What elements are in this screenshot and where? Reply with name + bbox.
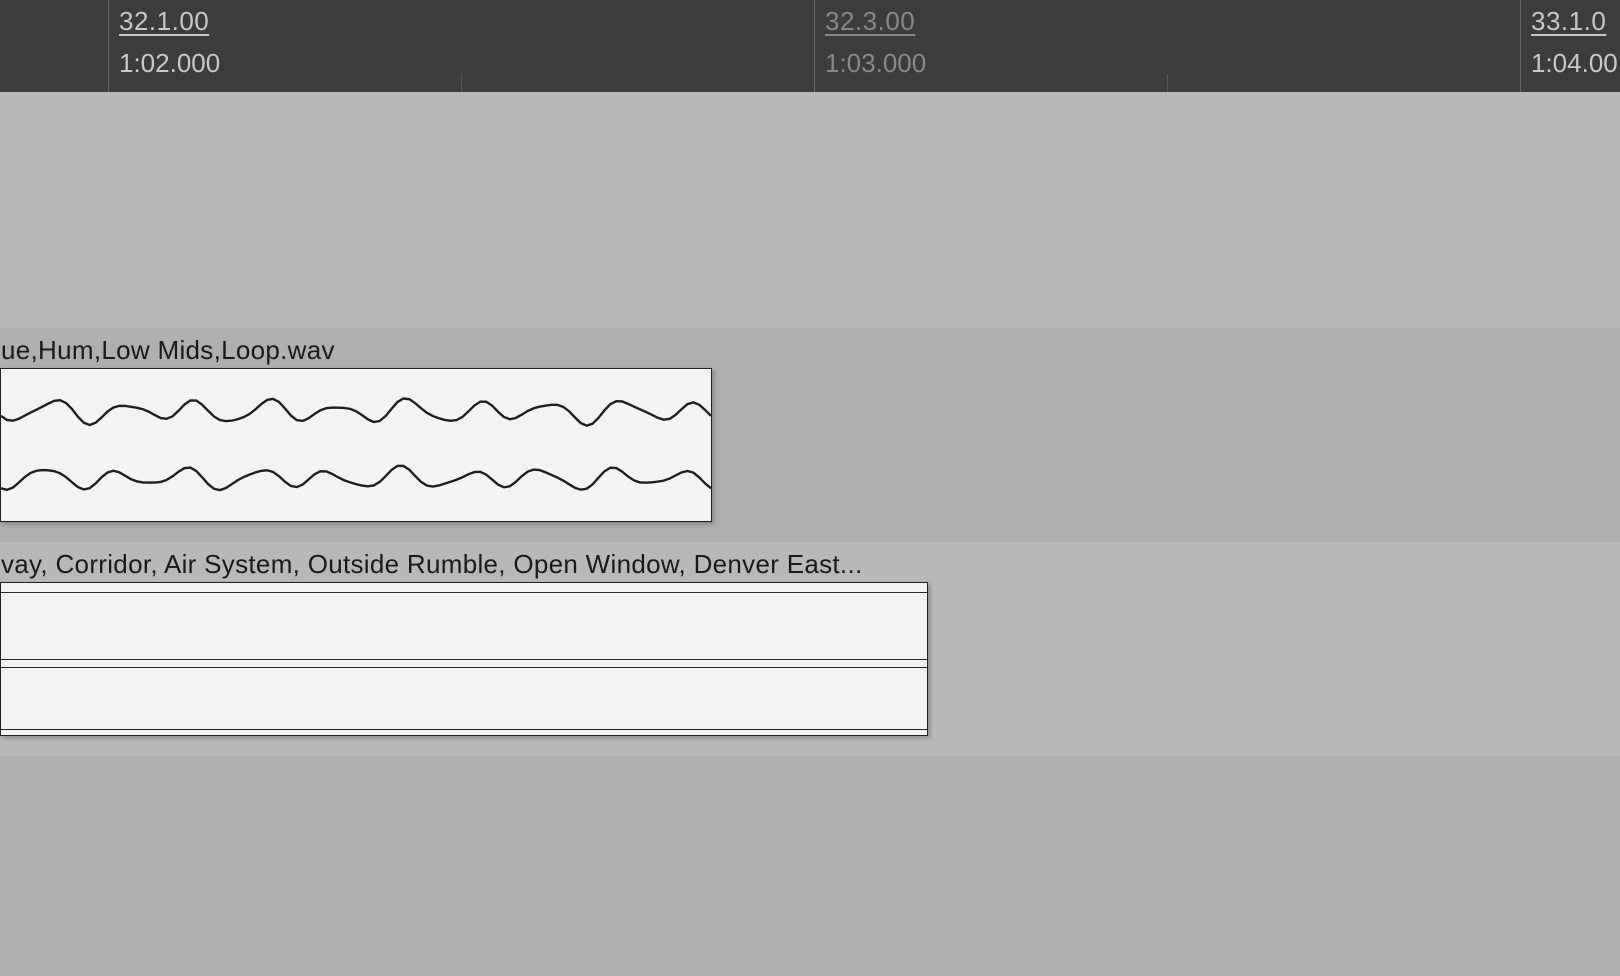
ruler-time-label: 1:04.00 [1531,48,1618,79]
ruler-bars-label: 32.3.00 [825,6,915,37]
ruler-major-tick: 33.1.01:04.00 [1520,0,1521,92]
ruler-bars-label: 33.1.0 [1531,6,1606,37]
ruler-minor-tick [461,74,462,92]
ruler-major-tick: 32.3.001:03.000 [814,0,815,92]
clip-label: vay, Corridor, Air System, Outside Rumbl… [1,549,863,580]
track-area[interactable]: ue,Hum,Low Mids,Loop.wav vay, Corridor, A… [0,92,1620,976]
ruler-time-label: 1:02.000 [119,48,220,79]
clip-body [1,369,711,521]
ruler-minor-tick [1167,74,1168,92]
clip-label: ue,Hum,Low Mids,Loop.wav [1,335,335,366]
ruler-bars-label: 32.1.00 [119,6,209,37]
track-lane[interactable]: vay, Corridor, Air System, Outside Rumbl… [0,542,1620,756]
timeline-ruler[interactable]: 32.1.001:02.00032.3.001:03.00033.1.01:04… [0,0,1620,92]
track-lane[interactable] [0,92,1620,328]
track-lane[interactable]: ue,Hum,Low Mids,Loop.wav [0,328,1620,542]
clip-body [1,583,927,735]
ruler-time-label: 1:03.000 [825,48,926,79]
clip-hum[interactable]: ue,Hum,Low Mids,Loop.wav [0,368,712,522]
track-lane[interactable] [0,756,1620,976]
clip-corridor[interactable]: vay, Corridor, Air System, Outside Rumbl… [0,582,928,736]
ruler-major-tick: 32.1.001:02.000 [108,0,109,92]
